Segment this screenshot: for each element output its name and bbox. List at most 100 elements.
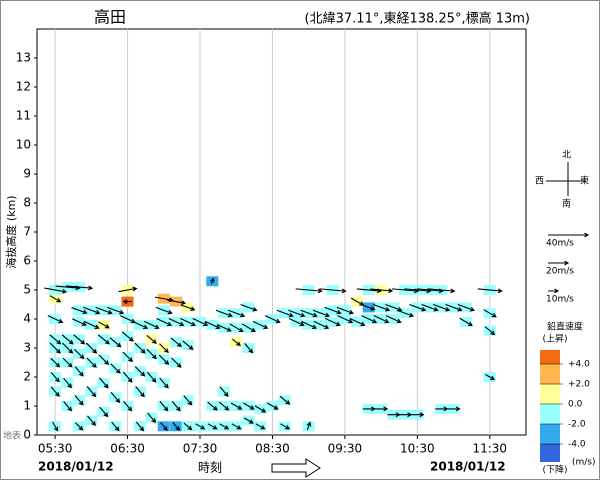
wind-arrow — [385, 315, 402, 324]
y-tick-label: 6 — [23, 254, 31, 268]
wind-arrow — [71, 318, 87, 326]
wind-arrow — [111, 421, 120, 432]
y-tick-label: 1 — [23, 399, 31, 413]
w-legend-band — [540, 364, 560, 384]
y-tick-label: 9 — [23, 167, 31, 181]
subtitle: (北緯37.11°,東経138.25°,標高 13m) — [305, 11, 530, 27]
wind-arrow — [192, 318, 209, 327]
wind-arrow — [361, 315, 378, 324]
wind-arrow — [229, 323, 244, 333]
wind-arrow — [240, 303, 258, 312]
date-end: 2018/01/12 — [430, 460, 506, 474]
compass-east: 東 — [580, 175, 589, 187]
wind-arrow — [324, 306, 342, 315]
x-tick-label: 11:30 — [472, 442, 507, 456]
wind-arrow — [279, 395, 291, 405]
wind-arrow — [62, 357, 73, 368]
wind-arrow — [83, 306, 101, 315]
wind-arrow — [195, 423, 206, 430]
wind-arrow — [44, 287, 68, 294]
wind-arrow — [288, 309, 306, 318]
wind-arrow — [204, 320, 221, 329]
wind-arrow — [87, 415, 96, 426]
wind-arrow — [362, 406, 376, 412]
y-tick-label: 4 — [23, 312, 31, 326]
w-legend-band — [540, 404, 560, 424]
wind-arrow — [75, 422, 84, 431]
wind-arrow — [95, 306, 113, 315]
wind-arrow — [244, 343, 254, 354]
wind-arrow — [63, 401, 73, 412]
wind-arrow — [182, 340, 194, 351]
x-tick-label: 07:30 — [183, 442, 218, 456]
wind-arrow — [155, 306, 173, 315]
y-axis-label: 海抜高度 (km) — [4, 195, 18, 268]
y-tick-label: 0 — [23, 428, 31, 442]
date-start: 2018/01/12 — [38, 460, 114, 474]
wind-arrow — [445, 303, 463, 312]
wind-arrow — [62, 342, 74, 354]
wind-arrow — [183, 422, 193, 431]
wind-arrow — [146, 348, 157, 360]
w-legend-title: 鉛直速度 — [547, 321, 583, 333]
wind-arrow — [421, 303, 439, 312]
wind-arrow — [49, 295, 62, 303]
y-tick-label: 2 — [23, 370, 31, 384]
wind-arrow — [433, 303, 451, 312]
wind-arrow — [370, 288, 394, 294]
wind-arrow — [98, 354, 110, 366]
wind-arrow — [254, 405, 267, 413]
w-legend-band — [540, 384, 560, 404]
wind-arrow — [167, 299, 187, 305]
wind-arrow — [159, 401, 169, 412]
surface-label: 地表 — [3, 430, 21, 442]
legend-label: 20m/s — [546, 267, 574, 277]
wind-arrow — [396, 309, 415, 318]
y-tick-label: 5 — [23, 283, 31, 297]
wind-arrow — [447, 406, 461, 412]
wind-arrow — [428, 288, 456, 294]
wind-arrow — [295, 288, 323, 294]
wind-arrow — [147, 412, 157, 424]
wind-arrow — [99, 377, 109, 389]
compass-west: 西 — [535, 176, 544, 187]
wind-arrow — [134, 366, 146, 377]
wind-arrow — [312, 309, 331, 318]
wind-arrow — [219, 423, 230, 430]
y-tick-label: 13 — [16, 51, 31, 65]
wind-arrow — [86, 386, 97, 398]
wind-arrow — [459, 317, 473, 326]
wind-arrow — [156, 318, 173, 327]
wind-arrow — [52, 421, 59, 432]
wind-arrow — [146, 335, 157, 344]
chart-title: 高田 — [94, 8, 126, 27]
wind-arrow — [73, 334, 86, 345]
wind-arrow — [301, 320, 317, 329]
legend-label: 40m/s — [546, 239, 574, 249]
wind-arrow — [180, 318, 196, 327]
wind-arrow — [280, 423, 291, 430]
wind-arrow — [110, 363, 121, 374]
wind-arrow — [71, 307, 88, 315]
legend-arrow — [548, 232, 590, 238]
wind-arrow — [63, 377, 73, 389]
wind-arrow — [209, 277, 215, 285]
w-legend-tick-label: 0.0 — [568, 400, 583, 410]
wind-arrow — [154, 296, 174, 303]
wind-arrow — [207, 423, 218, 430]
compass-south: 南 — [562, 198, 571, 210]
wind-arrow — [134, 342, 146, 354]
wind-arrow — [228, 309, 246, 318]
wind-arrow — [336, 306, 354, 315]
wind-arrow — [171, 357, 182, 368]
wind-arrow — [325, 318, 341, 327]
wind-arrow — [146, 371, 157, 383]
wind-arrow — [171, 401, 181, 412]
wind-arrow — [288, 318, 305, 327]
wind-arrow — [50, 386, 60, 397]
wind-arrow — [485, 374, 496, 381]
wind-arrow — [219, 386, 229, 397]
w-legend-band — [540, 444, 560, 462]
wind-arrow — [230, 402, 243, 410]
